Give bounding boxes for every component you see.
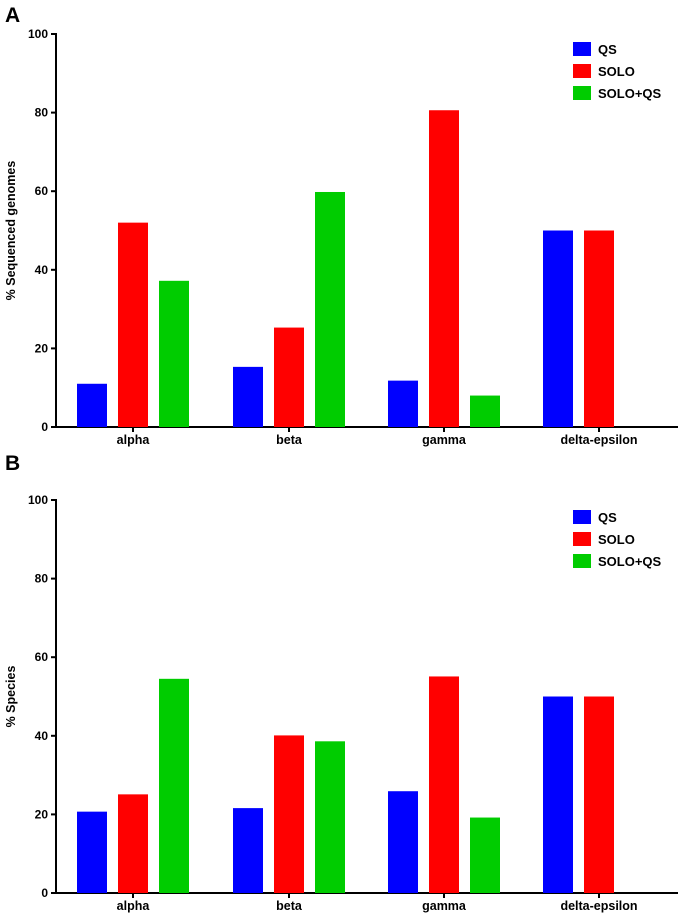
y-tick-label: 80 <box>35 572 49 586</box>
y-tick-label: 0 <box>41 886 48 900</box>
legend-swatch <box>573 64 591 78</box>
bar-solo-plus-qs-alpha <box>159 280 189 427</box>
y-axis-label: % Species <box>4 666 18 728</box>
y-tick-label: 100 <box>28 27 48 41</box>
x-tick-label-gamma: gamma <box>422 433 467 447</box>
x-tick-label-alpha: alpha <box>117 899 151 913</box>
bar-solo-plus-qs-gamma <box>470 395 500 427</box>
legend-swatch <box>573 42 591 56</box>
y-tick-label: 20 <box>35 807 49 821</box>
y-tick-label: 40 <box>35 263 49 277</box>
bar-qs-beta <box>233 366 263 427</box>
bar-solo-plus-qs-alpha <box>159 678 189 893</box>
y-axis-label: % Sequenced genomes <box>4 161 18 301</box>
legend-swatch <box>573 86 591 100</box>
legend-label: QS <box>598 42 617 57</box>
bar-solo-beta <box>274 735 304 893</box>
bar-solo-plus-qs-beta <box>315 191 345 427</box>
bar-solo-plus-qs-beta <box>315 741 345 893</box>
legend-swatch <box>573 554 591 568</box>
bar-solo-beta <box>274 327 304 427</box>
bar-qs-gamma <box>388 380 418 427</box>
y-tick-label: 40 <box>35 729 49 743</box>
legend-label: SOLO <box>598 532 635 547</box>
bar-qs-delta-epsilon <box>543 696 573 893</box>
legend-label: QS <box>598 510 617 525</box>
x-tick-label-beta: beta <box>276 899 303 913</box>
bar-solo-gamma <box>429 676 459 893</box>
x-tick-label-delta-epsilon: delta-epsilon <box>560 899 637 913</box>
y-tick-label: 80 <box>35 106 49 120</box>
y-tick-label: 100 <box>28 493 48 507</box>
bar-solo-delta-epsilon <box>584 696 614 893</box>
bar-qs-alpha <box>77 811 107 893</box>
legend-swatch <box>573 532 591 546</box>
x-tick-label-delta-epsilon: delta-epsilon <box>560 433 637 447</box>
panel-a: A % Sequenced genomes 0 20 40 60 80 100 alpha bet… <box>4 4 678 447</box>
bar-solo-plus-qs-gamma <box>470 817 500 893</box>
bar-qs-beta <box>233 808 263 893</box>
bar-qs-alpha <box>77 383 107 427</box>
x-tick-label-gamma: gamma <box>422 899 467 913</box>
x-tick-label-alpha: alpha <box>117 433 151 447</box>
bar-qs-delta-epsilon <box>543 230 573 427</box>
y-tick-label: 20 <box>35 341 49 355</box>
x-tick-label-beta: beta <box>276 433 303 447</box>
bar-solo-alpha <box>118 794 148 893</box>
y-tick-label: 60 <box>35 650 49 664</box>
legend-label: SOLO+QS <box>598 86 662 101</box>
bar-qs-gamma <box>388 791 418 893</box>
panel-b: B % Species 0 20 40 60 80 100 alpha beta gamma delt… <box>4 452 678 913</box>
panel-letter: A <box>5 4 20 27</box>
panel-letter: B <box>5 452 20 475</box>
bar-solo-gamma <box>429 110 459 427</box>
bar-solo-alpha <box>118 222 148 427</box>
legend-label: SOLO+QS <box>598 554 662 569</box>
legend-swatch <box>573 510 591 524</box>
bar-solo-delta-epsilon <box>584 230 614 427</box>
y-tick-label: 0 <box>41 420 48 434</box>
legend-label: SOLO <box>598 64 635 79</box>
y-tick-label: 60 <box>35 184 49 198</box>
